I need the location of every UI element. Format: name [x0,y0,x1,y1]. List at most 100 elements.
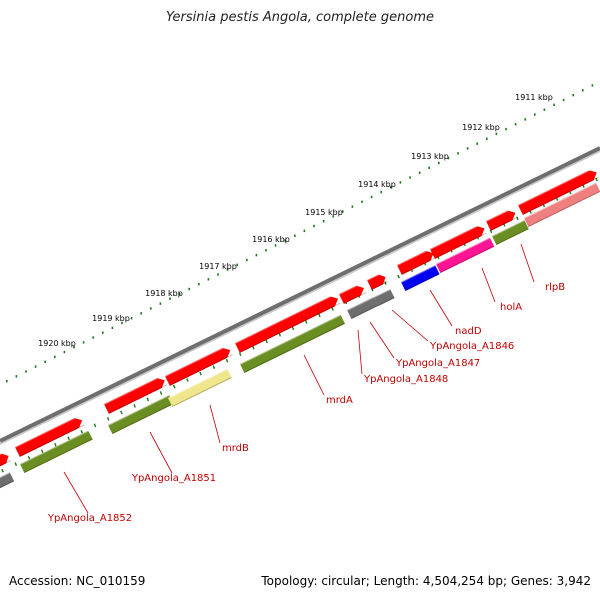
ruler-dot [246,258,248,262]
label-leader [357,329,363,375]
track-tick [199,371,202,376]
track-tick [67,436,70,441]
forward-feature [15,415,85,457]
ruler-dot [294,234,296,237]
gene-feature [168,368,232,407]
gene-feature [108,395,174,434]
ruler-dot [178,292,181,296]
ruler-label: 1919 kbp [92,314,130,323]
genome-summary: Topology: circular; Length: 4,504,254 bp… [261,574,591,588]
ruler-dot [159,302,162,305]
track-tick [516,216,519,221]
ruler-dot [505,127,507,131]
ruler-dot [150,307,152,310]
ruler-dot [255,253,258,257]
ruler-dot [457,152,459,155]
ruler-dot [418,171,421,174]
ruler-dot [553,103,555,107]
gene-label: YpAngola_A1851 [131,473,216,484]
track-tick [27,455,31,460]
ruler-dot [25,370,27,373]
ruler-dot [73,346,75,349]
genome-backbone [0,146,600,443]
track-tick [278,332,282,337]
track-tick [238,352,242,357]
track-tick [384,281,387,285]
ruler-label: 1911 kbp [515,93,553,102]
track-tick [291,326,295,331]
track-tick [54,442,57,447]
ruler-dot [217,273,219,276]
ruler-dot [582,89,584,92]
ruler-dot [409,176,411,179]
track-tick [225,358,229,363]
ruler-dot [15,375,18,378]
ruler-dot [514,123,517,126]
track-tick [172,384,176,389]
track-tick [1,468,4,473]
ruler-label: 1912 kbp [462,123,500,132]
ruler-dot [390,186,392,189]
label-leader [369,321,395,359]
label-leader [149,431,173,474]
ruler-dot [524,118,526,121]
forward-feature [430,223,487,259]
gene-label: YpAngola_A1848 [363,374,448,385]
ruler-dot [169,297,171,300]
gene-label: nadD [455,326,482,337]
gene-features [0,167,600,491]
ruler-dot [226,268,229,271]
ruler-dot [111,326,114,330]
ruler-dot [44,360,46,363]
track-tick [146,397,150,402]
label-leader [481,267,496,303]
ruler-dot [54,355,56,359]
forward-feature [367,272,389,290]
ruler-label: 1917 kbp [199,262,237,271]
forward-feature [339,283,367,304]
ruler-dot [534,113,536,116]
forward-feature [486,207,518,231]
track-tick [80,429,84,434]
ruler-dot [188,287,190,291]
ruler-tick-dots [6,84,594,383]
label-leader [520,243,535,283]
ruler-dot [198,283,200,286]
ruler-dot [591,84,594,87]
ruler-dot [303,229,306,233]
ruler-dot [236,263,238,267]
ruler-dot [284,239,286,242]
ruler-dot [438,161,440,165]
track-tick [212,365,216,369]
ruler-dot [121,321,123,325]
ruler-dot [476,142,478,145]
track-tick [93,423,97,428]
ruler-dot [495,132,498,136]
forward-feature [104,375,168,414]
gene-feature [347,296,379,319]
label-leader [209,404,221,444]
gene-label: YpAngola_A1852 [47,513,132,524]
forward-feature [165,345,233,386]
ruler-label: 1914 kbp [358,180,396,189]
track-tick [120,410,123,415]
ruler-labels: 1911 kbp 1912 kbp 1913 kbp 1914 kbp 1915 kbp… [38,93,553,348]
ruler-dot [399,181,402,184]
track-tick [186,378,189,382]
ruler-dot [63,350,66,354]
ruler-dot [102,331,104,334]
ruler-dot [342,210,344,213]
forward-feature [397,248,436,275]
ruler-dot [562,98,565,102]
gene-feature [401,265,440,291]
track-tick [265,339,268,344]
track-tick [159,391,163,395]
map-title: Yersinia pestis Angola, complete genome [166,10,434,25]
ruler-dot [274,244,277,247]
gene-feature [239,314,345,373]
ruler-dot [572,93,574,97]
ruler-dot [140,312,142,315]
ruler-dot [92,336,94,339]
label-leader [429,289,453,327]
